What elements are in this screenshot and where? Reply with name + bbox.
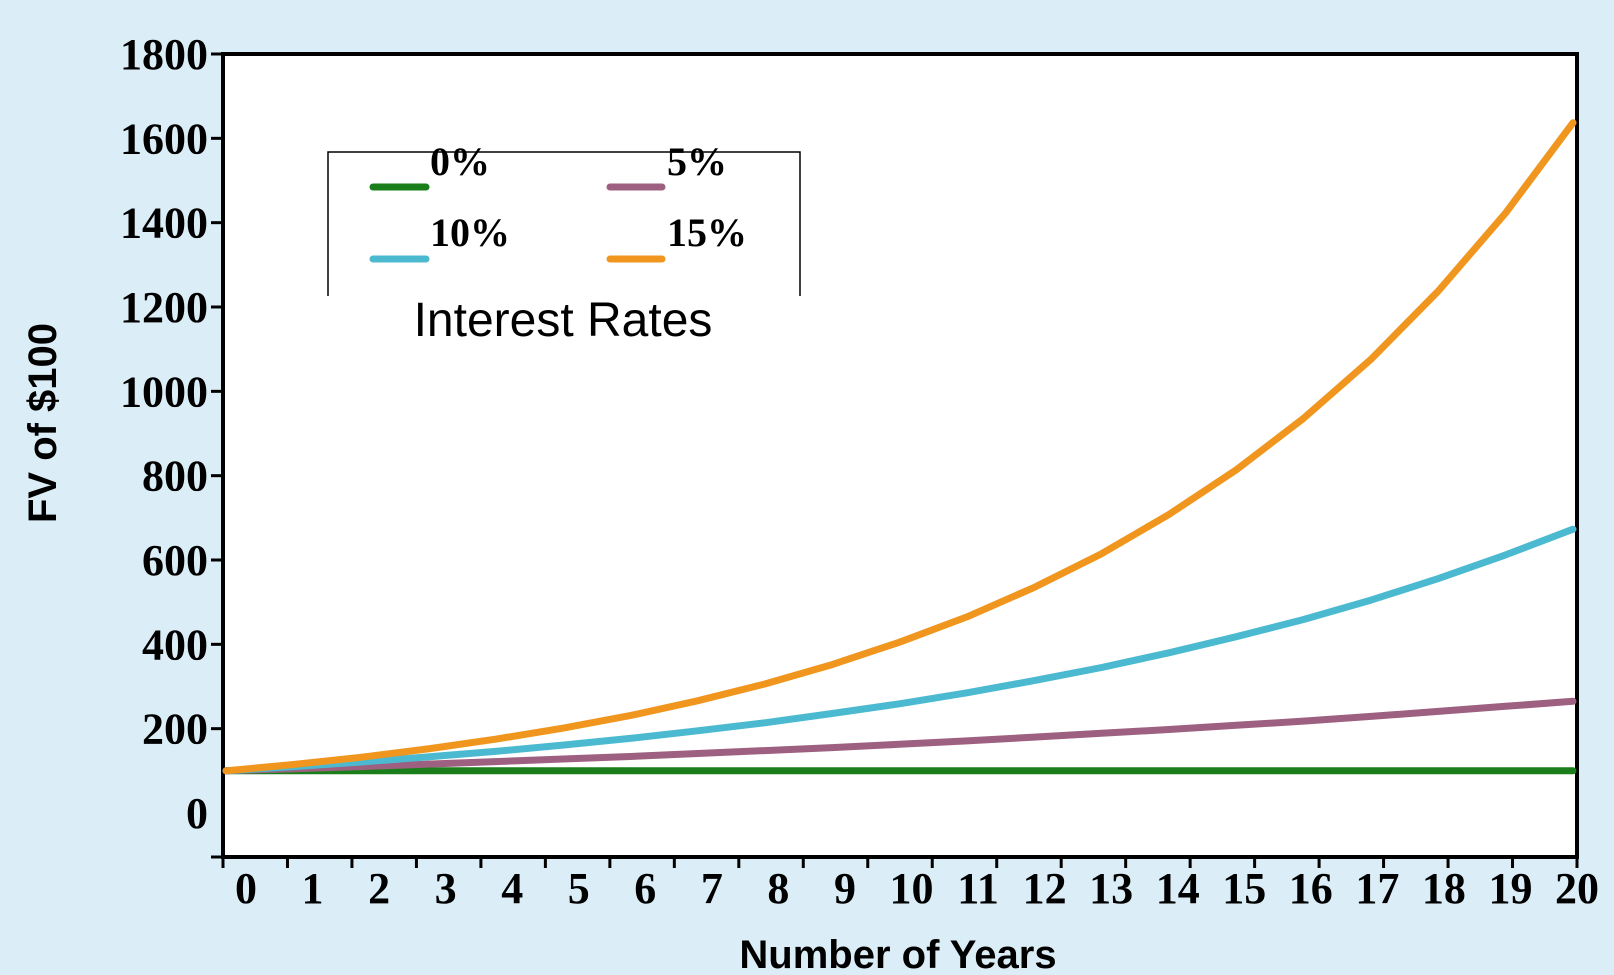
plot-area <box>221 52 1579 859</box>
x-tick-label-16: 16 <box>1289 864 1333 913</box>
x-tick-label-11: 11 <box>957 864 999 913</box>
y-tick-label-5: 1000 <box>120 367 208 416</box>
x-tick-label-19: 19 <box>1488 864 1532 913</box>
legend-label-2: 10% <box>430 210 510 255</box>
legend-label-0: 0% <box>430 139 490 184</box>
y-axis-title: FV of $100 <box>21 323 65 523</box>
legend-label-3: 15% <box>667 210 747 255</box>
x-axis-title: Number of Years <box>739 933 1056 975</box>
x-axis: 0 1 2 3 4 5 6 7 8 9 10 11 12 13 14 15 16 17 18 19 20 <box>221 857 1599 913</box>
y-tick-label-0: 0 <box>186 789 208 838</box>
x-tick-label-20: 20 <box>1555 864 1599 913</box>
series-line-5pct <box>222 697 1577 775</box>
x-tick-label-13: 13 <box>1089 864 1133 913</box>
x-tick-label-9: 9 <box>834 864 856 913</box>
x-tick-label-2: 2 <box>368 864 390 913</box>
x-tick-label-1: 1 <box>302 864 324 913</box>
x-tick-label-5: 5 <box>568 864 590 913</box>
y-tick-label-1: 200 <box>142 705 208 754</box>
y-tick-label-2: 400 <box>142 620 208 669</box>
x-tick-label-7: 7 <box>701 864 723 913</box>
x-tick-label-10: 10 <box>890 864 934 913</box>
x-tick-label-8: 8 <box>767 864 789 913</box>
y-axis: 0 200 400 600 800 1000 1200 1400 1600 1800 <box>120 30 223 859</box>
y-tick-label-4: 800 <box>142 452 208 501</box>
legend-title: Interest Rates <box>414 294 713 347</box>
x-tick-label-6: 6 <box>634 864 656 913</box>
series-line-10pct <box>222 525 1577 775</box>
x-tick-label-15: 15 <box>1222 864 1266 913</box>
x-tick-label-18: 18 <box>1422 864 1466 913</box>
legend: 0% 5% 10% 15% Interest Rates <box>327 139 801 347</box>
y-tick-label-3: 600 <box>142 536 208 585</box>
series-line-15pct <box>222 119 1577 775</box>
x-tick-label-4: 4 <box>501 864 523 913</box>
x-tick-label-3: 3 <box>435 864 457 913</box>
y-tick-label-6: 1200 <box>120 283 208 332</box>
series-lines <box>222 119 1577 775</box>
y-tick-label-9: 1800 <box>120 30 208 79</box>
x-tick-label-14: 14 <box>1156 864 1200 913</box>
legend-frame <box>327 151 801 296</box>
x-tick-label-17: 17 <box>1355 864 1399 913</box>
y-tick-label-7: 1400 <box>120 199 208 248</box>
x-tick-label-0: 0 <box>235 864 257 913</box>
legend-label-1: 5% <box>667 139 727 184</box>
y-tick-label-8: 1600 <box>120 114 208 163</box>
x-tick-label-12: 12 <box>1023 864 1067 913</box>
